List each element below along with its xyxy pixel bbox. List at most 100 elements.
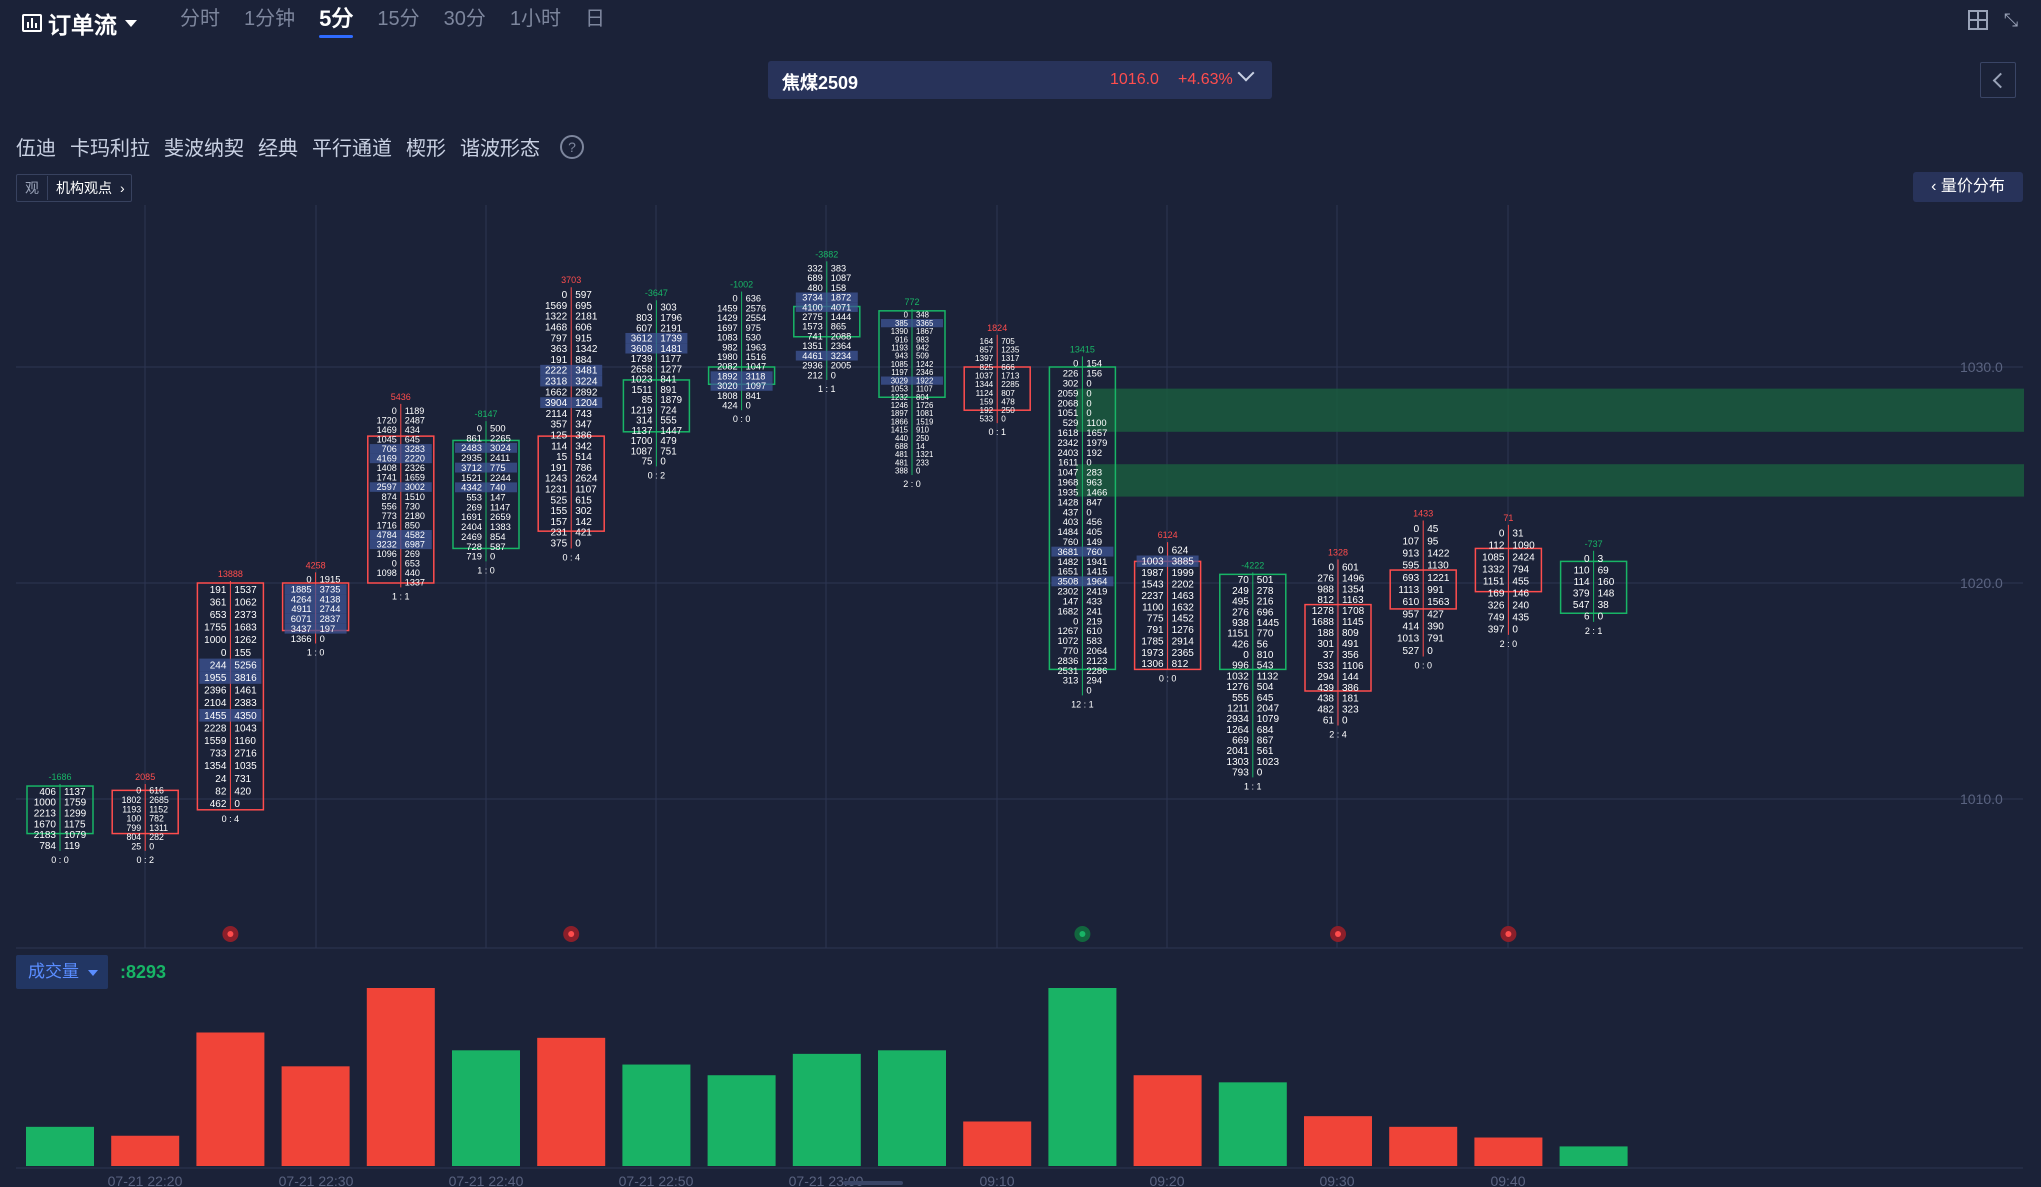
tab-period-5[interactable]: 1小时: [509, 8, 561, 30]
ask-cell-2-7: 3816: [234, 673, 257, 684]
tab-period-6[interactable]: 日: [585, 8, 605, 30]
ask-cell-4-8: 3002: [405, 482, 425, 492]
ask-cell-15-9: 1106: [1342, 661, 1364, 672]
volume-bar-5: [452, 1050, 520, 1166]
ask-cell-10-2: 1867: [916, 327, 933, 336]
bid-cell-9-6: 1573: [802, 322, 823, 332]
tool-2[interactable]: 斐波纳契: [164, 138, 244, 160]
bid-cell-14-14: 1264: [1227, 725, 1250, 736]
tool-4[interactable]: 平行通道: [312, 138, 392, 160]
bid-cell-15-9: 533: [1317, 661, 1334, 672]
bar-poc-4-4: [369, 444, 432, 454]
bid-cell-5-6: 4342: [461, 483, 482, 493]
help-icon[interactable]: ?: [560, 134, 584, 159]
app-title-dropdown[interactable]: 订单流: [22, 6, 137, 40]
tab-period-0[interactable]: 分时: [180, 8, 220, 30]
ask-cell-12-20: 1941: [1086, 556, 1107, 567]
bar-ratio-5: 1 : 0: [477, 565, 495, 575]
bid-cell-9-2: 480: [807, 283, 822, 293]
tab-period-2[interactable]: 5分: [307, 6, 365, 38]
bid-cell-0-0: 406: [39, 787, 56, 798]
bid-cell-5-3: 2935: [461, 453, 482, 463]
bid-cell-12-2: 302: [1063, 377, 1079, 388]
ask-cell-13-2: 1999: [1172, 568, 1195, 579]
ask-cell-9-9: 3234: [831, 351, 852, 361]
bar-poc-3-5: [284, 623, 347, 634]
shrink-icon[interactable]: ⤡: [2003, 10, 2019, 30]
symbol-selector[interactable]: 焦煤2509 1016.0 +4.63%: [768, 61, 1272, 99]
tool-5[interactable]: 楔形: [406, 138, 446, 160]
ask-cell-13-7: 1276: [1172, 625, 1195, 636]
bar-delta-9: -3882: [815, 249, 838, 259]
bar-poc-3-1: [284, 584, 347, 595]
ask-cell-9-8: 2364: [831, 341, 852, 351]
bid-cell-14-18: 793: [1232, 768, 1249, 779]
ask-cell-17-6: 240: [1512, 600, 1529, 611]
ask-cell-5-12: 587: [490, 542, 506, 552]
tool-6[interactable]: 谐波形态: [460, 138, 540, 160]
bid-cell-2-6: 244: [210, 660, 227, 671]
bid-cell-10-0: 0: [904, 311, 909, 320]
tab-period-3[interactable]: 15分: [377, 8, 420, 30]
bid-cell-4-16: 0: [392, 559, 397, 569]
bid-cell-15-13: 482: [1317, 705, 1334, 716]
tool-1[interactable]: 卡玛利拉: [70, 138, 150, 160]
ask-cell-9-1: 1087: [831, 273, 852, 283]
bid-cell-4-14: 3232: [377, 540, 397, 550]
volume-profile-button[interactable]: ‹ 量价分布: [1913, 172, 2023, 202]
bid-cell-11-7: 159: [980, 397, 994, 406]
bid-cell-13-9: 1973: [1141, 648, 1164, 659]
bid-cell-12-5: 1051: [1057, 407, 1078, 418]
collapse-panel-button[interactable]: [1980, 62, 2016, 98]
ask-cell-12-27: 610: [1086, 625, 1102, 636]
institution-view-badge[interactable]: 观 机构观点 ›: [16, 174, 132, 202]
ask-cell-9-5: 1444: [831, 312, 852, 322]
ask-cell-4-11: 2180: [405, 511, 425, 521]
ask-cell-17-5: 146: [1512, 588, 1529, 599]
caret-down-icon: [125, 19, 137, 27]
bar-ratio-12: 12 : 1: [1071, 699, 1094, 709]
bid-cell-14-9: 1032: [1227, 671, 1250, 682]
bid-cell-4-2: 1469: [377, 425, 397, 435]
ask-cell-2-14: 1035: [234, 761, 257, 772]
bar-poc-7-4: [625, 343, 688, 354]
tab-period-1[interactable]: 1分钟: [244, 8, 296, 30]
bid-cell-14-5: 1151: [1227, 629, 1249, 640]
tab-period-4[interactable]: 30分: [443, 8, 486, 30]
ask-cell-8-3: 975: [746, 323, 761, 333]
ask-cell-11-6: 807: [1001, 389, 1015, 398]
ask-cell-17-3: 794: [1512, 564, 1529, 575]
ask-cell-12-32: 294: [1086, 675, 1102, 686]
bar-poc-9-4: [795, 302, 858, 312]
tool-0[interactable]: 伍迪: [16, 138, 56, 160]
volume-indicator-selector[interactable]: 成交量: [16, 955, 108, 989]
bar-poc-9-3: [795, 292, 858, 303]
bid-cell-17-6: 326: [1488, 600, 1505, 611]
bid-cell-15-0: 0: [1328, 562, 1334, 573]
ask-cell-6-1: 695: [575, 301, 592, 312]
bid-cell-7-5: 1739: [631, 354, 653, 365]
ask-cell-15-5: 1145: [1342, 617, 1364, 628]
bid-cell-5-7: 553: [466, 493, 482, 503]
volume-bar-1: [111, 1135, 180, 1166]
bar-ratio-2: 0 : 4: [222, 814, 240, 824]
volume-bar-0: [26, 1126, 94, 1166]
tool-3[interactable]: 经典: [258, 138, 298, 160]
ask-cell-14-14: 684: [1257, 725, 1274, 736]
bar-ratio-8: 0 : 0: [733, 414, 751, 424]
ask-cell-16-0: 45: [1427, 524, 1439, 535]
ask-cell-0-3: 1175: [64, 819, 86, 830]
bar-ratio-13: 0 : 0: [1159, 673, 1177, 683]
ask-cell-9-4: 4071: [831, 302, 852, 312]
bid-cell-12-27: 1267: [1057, 625, 1078, 636]
bid-cell-2-12: 1559: [204, 736, 227, 747]
layout-grid-icon[interactable]: [1968, 10, 1988, 30]
bid-cell-12-22: 3508: [1057, 576, 1078, 587]
bid-cell-10-9: 1053: [891, 385, 908, 394]
ask-cell-2-16: 420: [234, 786, 251, 797]
bar-delta-17: 71: [1503, 513, 1513, 523]
bid-cell-2-3: 1755: [204, 623, 227, 634]
ask-cell-4-5: 2220: [405, 454, 425, 464]
ask-cell-5-5: 2244: [490, 473, 511, 483]
